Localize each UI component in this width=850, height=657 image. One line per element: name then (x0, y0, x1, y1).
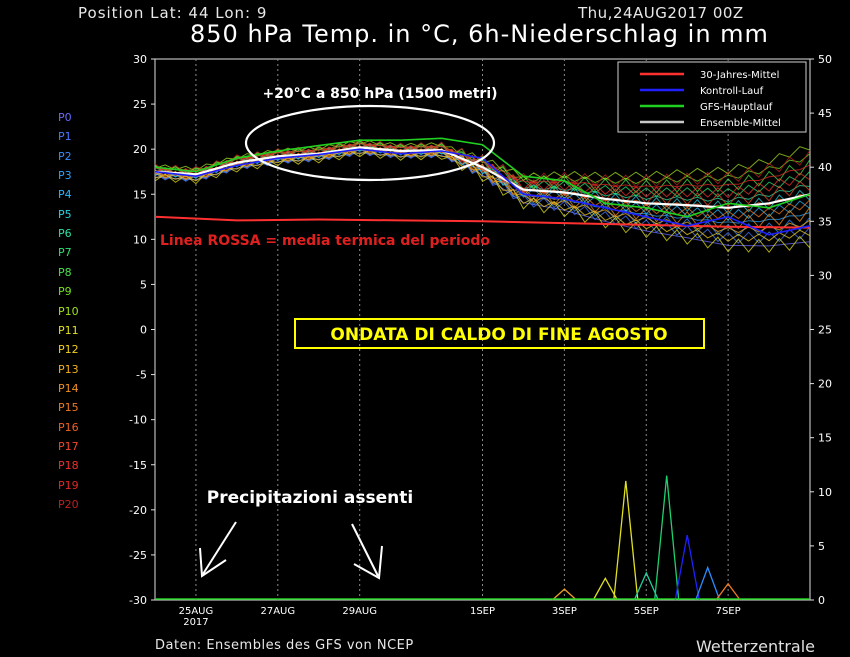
heat-ellipse (244, 104, 496, 182)
precip-spike (613, 480, 639, 601)
y2-tick-label: 20 (818, 378, 832, 391)
member-line (154, 142, 811, 208)
member-label: P14 (58, 381, 79, 395)
precip-spike (633, 571, 659, 601)
y2-tick-label: 35 (818, 215, 832, 228)
y-tick-label: -10 (129, 414, 147, 427)
member-line (154, 140, 811, 181)
series-line (154, 137, 811, 218)
y-tick-label: -25 (129, 549, 147, 562)
y-tick-label: 10 (133, 233, 147, 246)
x-tick-label: 2017 (183, 617, 208, 628)
precip-spike (674, 534, 700, 601)
precip-spike (592, 577, 618, 601)
series-line (154, 215, 811, 229)
chart-title: 850 hPa Temp. in °C, 6h-Niederschlag in … (190, 20, 769, 48)
run-time: Thu,24AUG2017 00Z (578, 4, 744, 22)
member-label: P1 (58, 130, 72, 144)
member-label: P19 (58, 478, 79, 492)
y-tick-label: 30 (133, 53, 147, 66)
arrow-head (199, 547, 227, 578)
y2-tick-label: 50 (818, 53, 832, 66)
headline-box (294, 318, 705, 349)
legend-label: 30-Jahres-Mittel (700, 70, 779, 81)
arrow-head (353, 545, 383, 580)
y2-tick-label: 40 (818, 161, 832, 174)
y-tick-label: -5 (136, 369, 147, 382)
x-tick-label: 5SEP (634, 606, 659, 617)
member-label: P2 (58, 149, 72, 163)
member-label: P18 (58, 459, 79, 473)
member-label: P3 (58, 169, 72, 183)
precip-label: Precipitazioni assenti (207, 488, 413, 508)
y-tick-label: 15 (133, 188, 147, 201)
precip-spike (715, 582, 741, 601)
member-label: P16 (58, 420, 79, 434)
legend-label: Kontroll-Lauf (700, 86, 764, 97)
member-label: P10 (58, 304, 79, 318)
member-label: P5 (58, 207, 72, 221)
member-label: P12 (58, 343, 79, 357)
y2-tick-label: 30 (818, 269, 832, 282)
member-label: P7 (58, 246, 72, 260)
member-label: P9 (58, 285, 72, 299)
y-tick-label: 0 (140, 324, 147, 337)
y2-tick-label: 45 (818, 107, 832, 120)
precip-spike (551, 588, 577, 601)
precip-spike (654, 475, 680, 601)
legend: 30-Jahres-Mittel Kontroll-Lauf GFS-Hauptla… (617, 61, 807, 133)
headline-text: ONDATA DI CALDO DI FINE AGOSTO (330, 325, 667, 345)
member-label: P6 (58, 227, 72, 241)
member-label: P4 (58, 188, 72, 202)
x-tick-label: 27AUG (260, 606, 295, 617)
data-source: Daten: Ensembles des GFS von NCEP (155, 638, 414, 653)
member-label: P15 (58, 401, 79, 415)
red-line-label: Linea ROSSA = media termica del periodo (160, 233, 490, 249)
member-label: P13 (58, 362, 79, 376)
y-tick-label: -30 (129, 594, 147, 607)
arrow-shaft (351, 523, 379, 577)
y-tick-label: -15 (129, 459, 147, 472)
y-tick-label: 5 (140, 278, 147, 291)
brand-label: Wetterzentrale (696, 637, 816, 656)
precip-spike (695, 565, 721, 601)
y2-tick-label: 15 (818, 432, 832, 445)
y2-tick-label: 5 (818, 540, 825, 553)
y-tick-label: 20 (133, 143, 147, 156)
x-tick-label: 3SEP (552, 606, 577, 617)
arrow-shaft (202, 521, 237, 575)
member-label: P8 (58, 265, 72, 279)
y2-tick-label: 10 (818, 486, 832, 499)
y2-tick-label: 25 (818, 324, 832, 337)
legend-label: Ensemble-Mittel (700, 118, 781, 129)
position-label: Position Lat: 44 Lon: 9 (78, 4, 268, 22)
member-label: P11 (58, 323, 79, 337)
member-label: P20 (58, 498, 79, 511)
member-label: P17 (58, 439, 79, 453)
y-tick-label: 25 (133, 98, 147, 111)
x-tick-label: 1SEP (470, 606, 495, 617)
y2-tick-label: 0 (818, 594, 825, 607)
y-tick-label: -20 (129, 504, 147, 517)
x-tick-label: 7SEP (716, 606, 741, 617)
x-tick-label: 25AUG (179, 606, 214, 617)
series-line (154, 146, 811, 209)
heat-label: +20°C a 850 hPa (1500 metri) (262, 86, 497, 102)
legend-label: GFS-Hauptlauf (700, 102, 773, 113)
member-label: P0 (58, 111, 72, 124)
member-line (154, 138, 811, 188)
x-tick-label: 29AUG (342, 606, 377, 617)
